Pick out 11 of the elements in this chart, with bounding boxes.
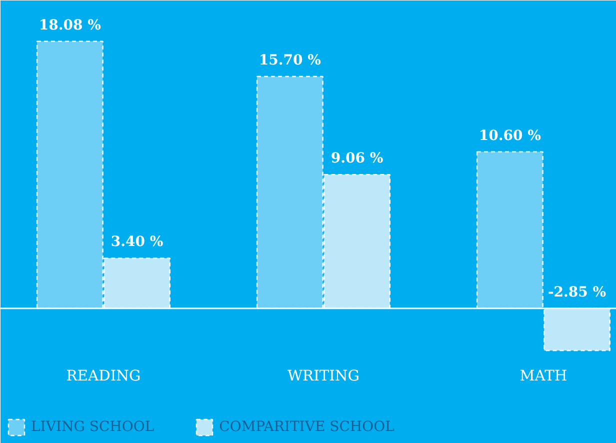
data-label: -2.85 % <box>548 284 606 300</box>
data-label: 18.08 % <box>38 17 101 34</box>
data-label: 10.60 % <box>478 128 541 144</box>
data-label: 15.70 % <box>258 52 321 68</box>
x-tick-label: MATH <box>520 367 568 384</box>
data-label: 3.40 % <box>110 234 164 250</box>
legend-label: LIVING SCHOOL <box>31 419 154 435</box>
x-tick-label: READING <box>66 367 141 384</box>
x-tick-label: WRITING <box>287 367 360 384</box>
legend-label: COMPARITIVE SCHOOL <box>219 419 394 435</box>
data-label: 9.06 % <box>330 150 384 167</box>
